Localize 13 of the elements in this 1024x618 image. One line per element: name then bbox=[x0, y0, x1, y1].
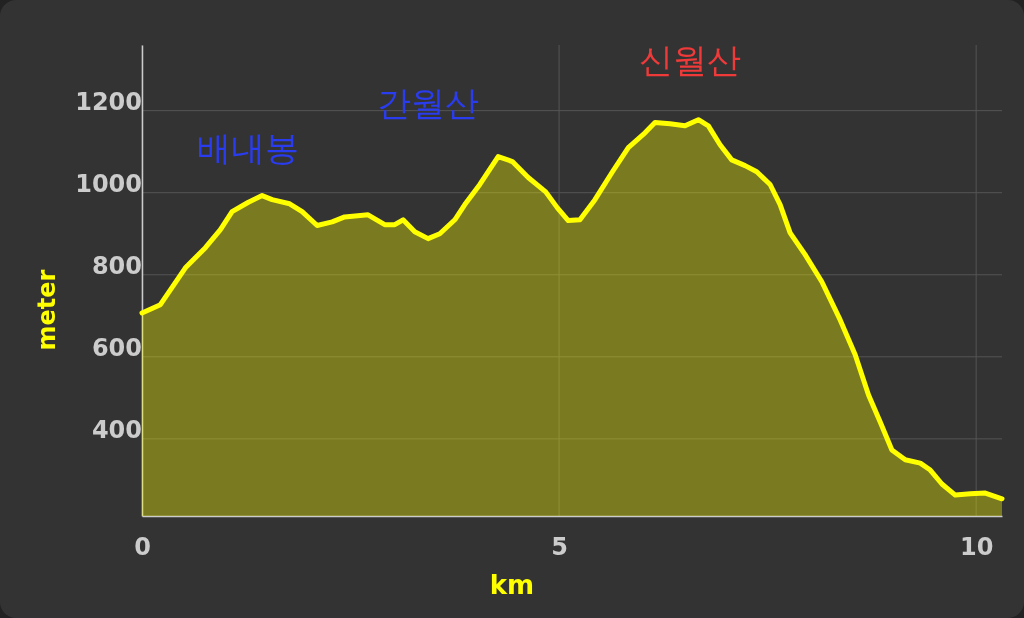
x-axis-title: km bbox=[489, 570, 535, 600]
x-tick-label: 5 bbox=[551, 533, 568, 562]
annotation: 신월산 bbox=[639, 40, 741, 80]
annotation: 배내봉 bbox=[197, 128, 299, 168]
annotation: 간월산 bbox=[377, 83, 479, 123]
y-tick-label: 800 bbox=[91, 252, 142, 281]
y-tick-label: 400 bbox=[91, 416, 142, 445]
x-tick-label: 10 bbox=[959, 533, 994, 562]
y-tick-label: 1000 bbox=[75, 170, 142, 198]
y-tick-label: 600 bbox=[91, 334, 142, 363]
x-tick-label: 0 bbox=[134, 533, 151, 562]
y-axis-title: meter bbox=[33, 269, 61, 351]
y-tick-label: 1200 bbox=[75, 87, 142, 116]
